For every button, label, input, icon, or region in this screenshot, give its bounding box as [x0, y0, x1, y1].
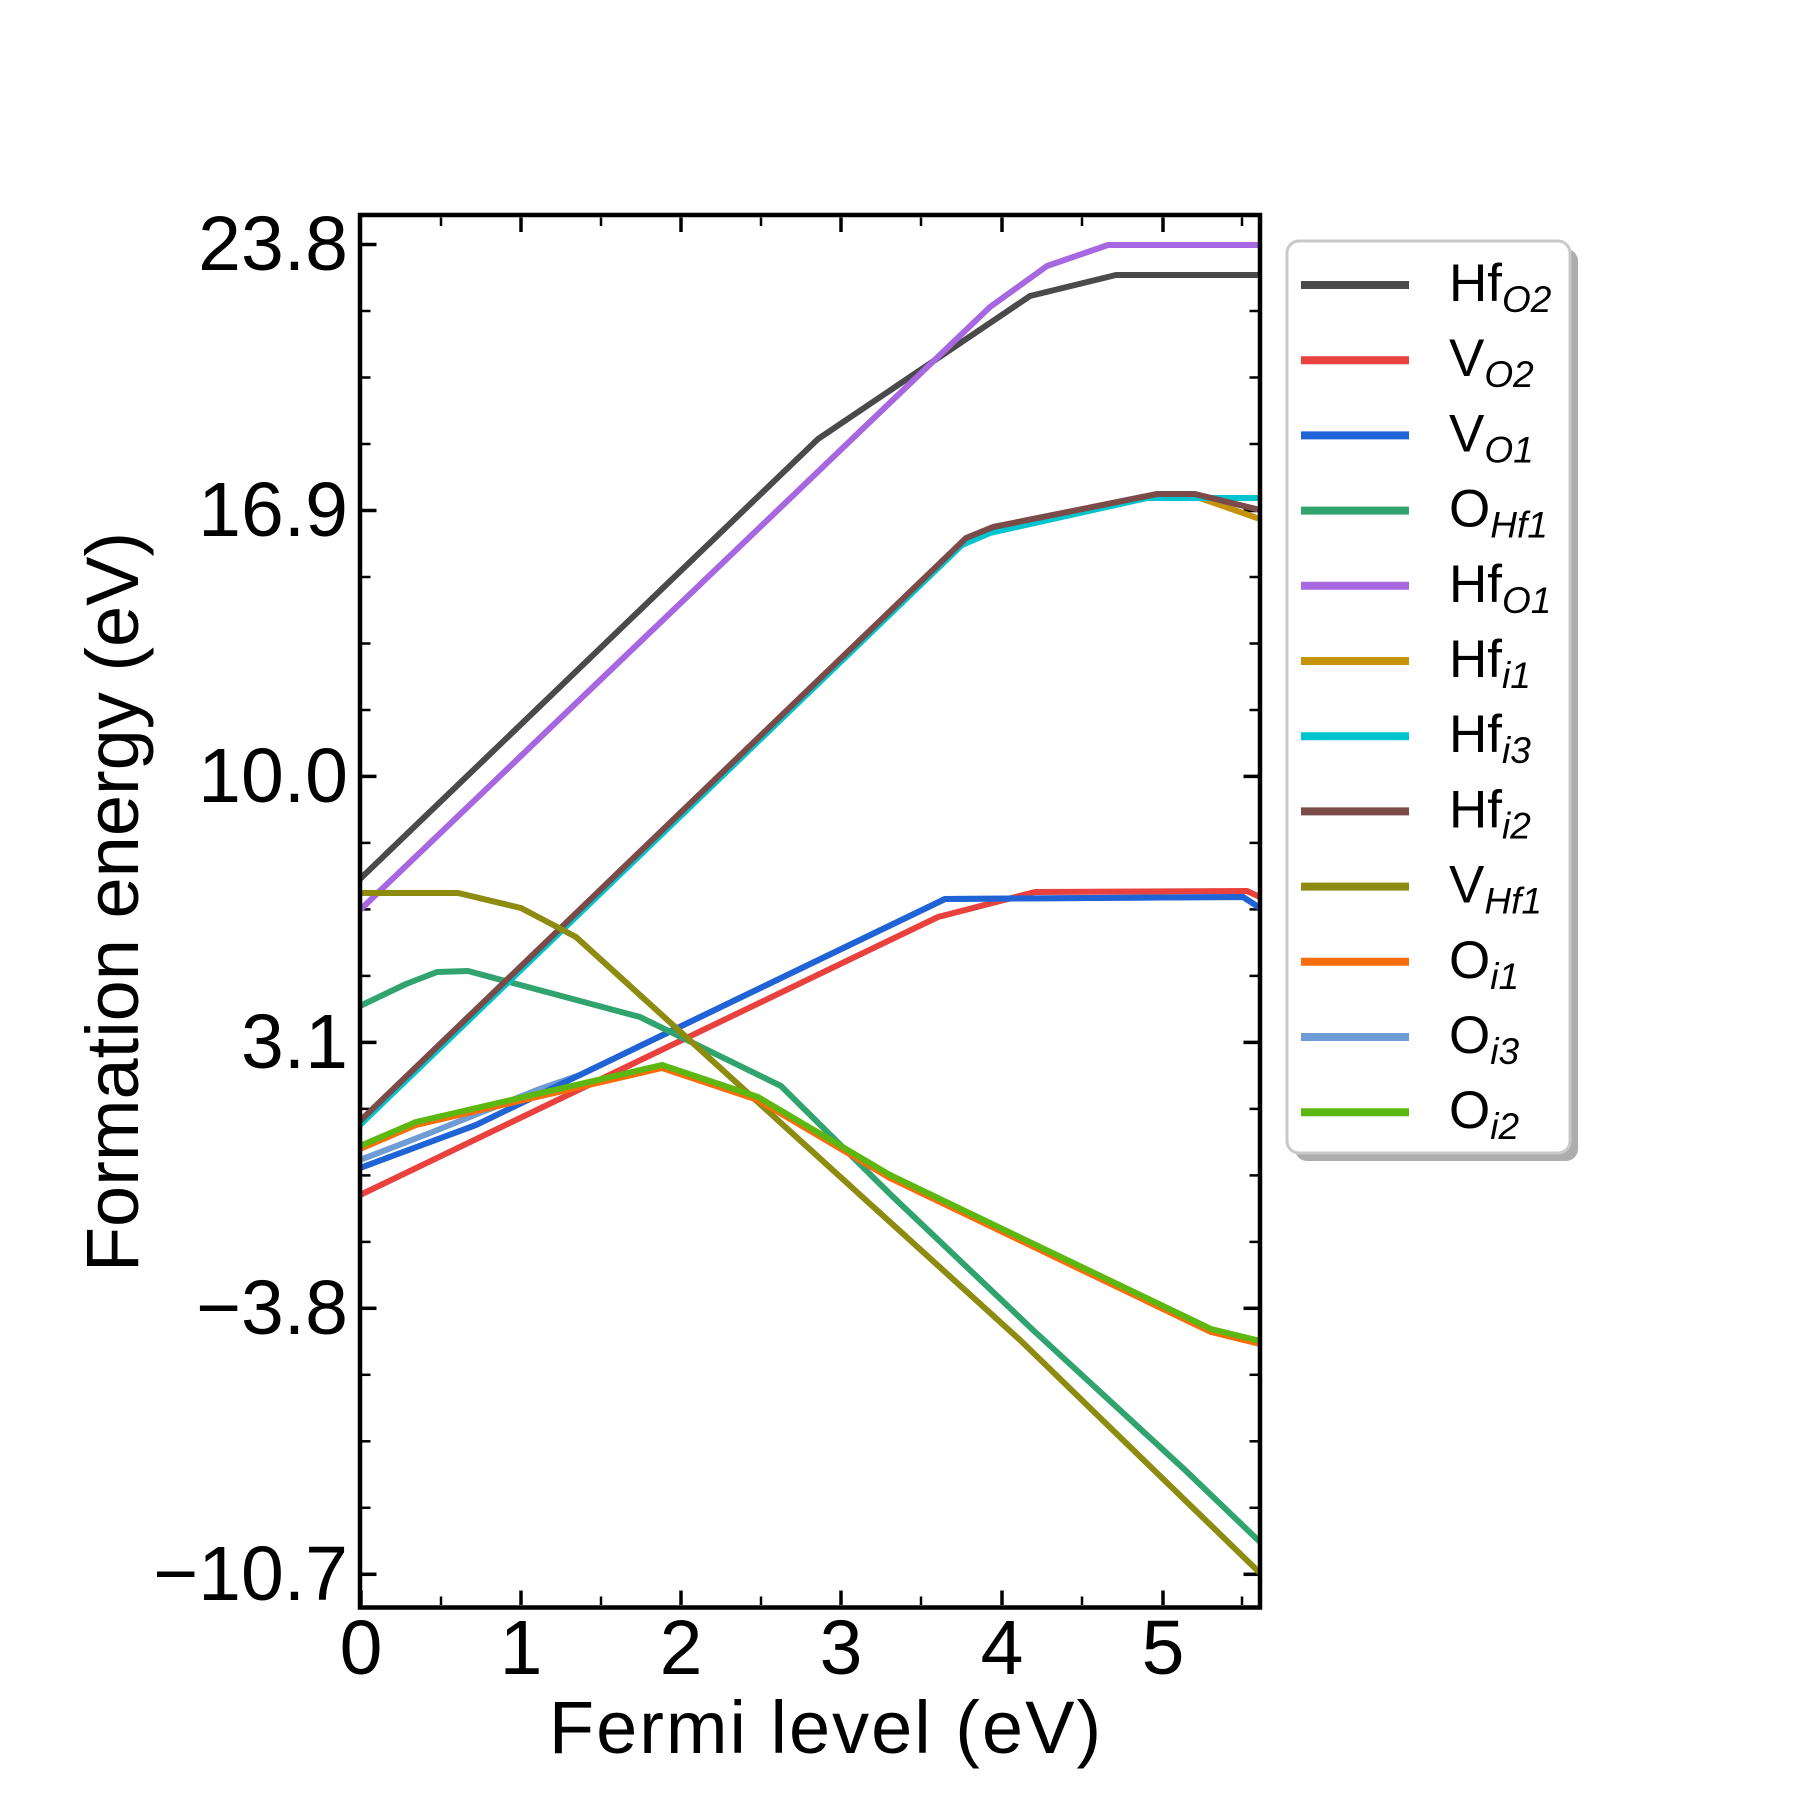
svg-text:23.8: 23.8 — [198, 201, 348, 287]
svg-text:16.9: 16.9 — [198, 467, 348, 553]
svg-text:0: 0 — [340, 1605, 383, 1691]
svg-text:3.1: 3.1 — [241, 999, 348, 1085]
svg-text:10.0: 10.0 — [198, 733, 348, 819]
svg-text:Formation energy (eV): Formation energy (eV) — [71, 532, 154, 1272]
svg-text:Fermi level (eV): Fermi level (eV) — [549, 1686, 1103, 1769]
svg-text:−10.7: −10.7 — [153, 1531, 348, 1617]
svg-text:1: 1 — [500, 1605, 543, 1691]
svg-text:VO2: VO2 — [1449, 329, 1534, 395]
svg-text:2: 2 — [660, 1605, 703, 1691]
svg-text:VHf1: VHf1 — [1449, 856, 1542, 922]
svg-text:3: 3 — [820, 1605, 863, 1691]
svg-text:−3.8: −3.8 — [196, 1265, 348, 1351]
svg-text:Hfi2: Hfi2 — [1449, 780, 1531, 846]
svg-text:4: 4 — [981, 1605, 1024, 1691]
svg-text:5: 5 — [1142, 1605, 1185, 1691]
